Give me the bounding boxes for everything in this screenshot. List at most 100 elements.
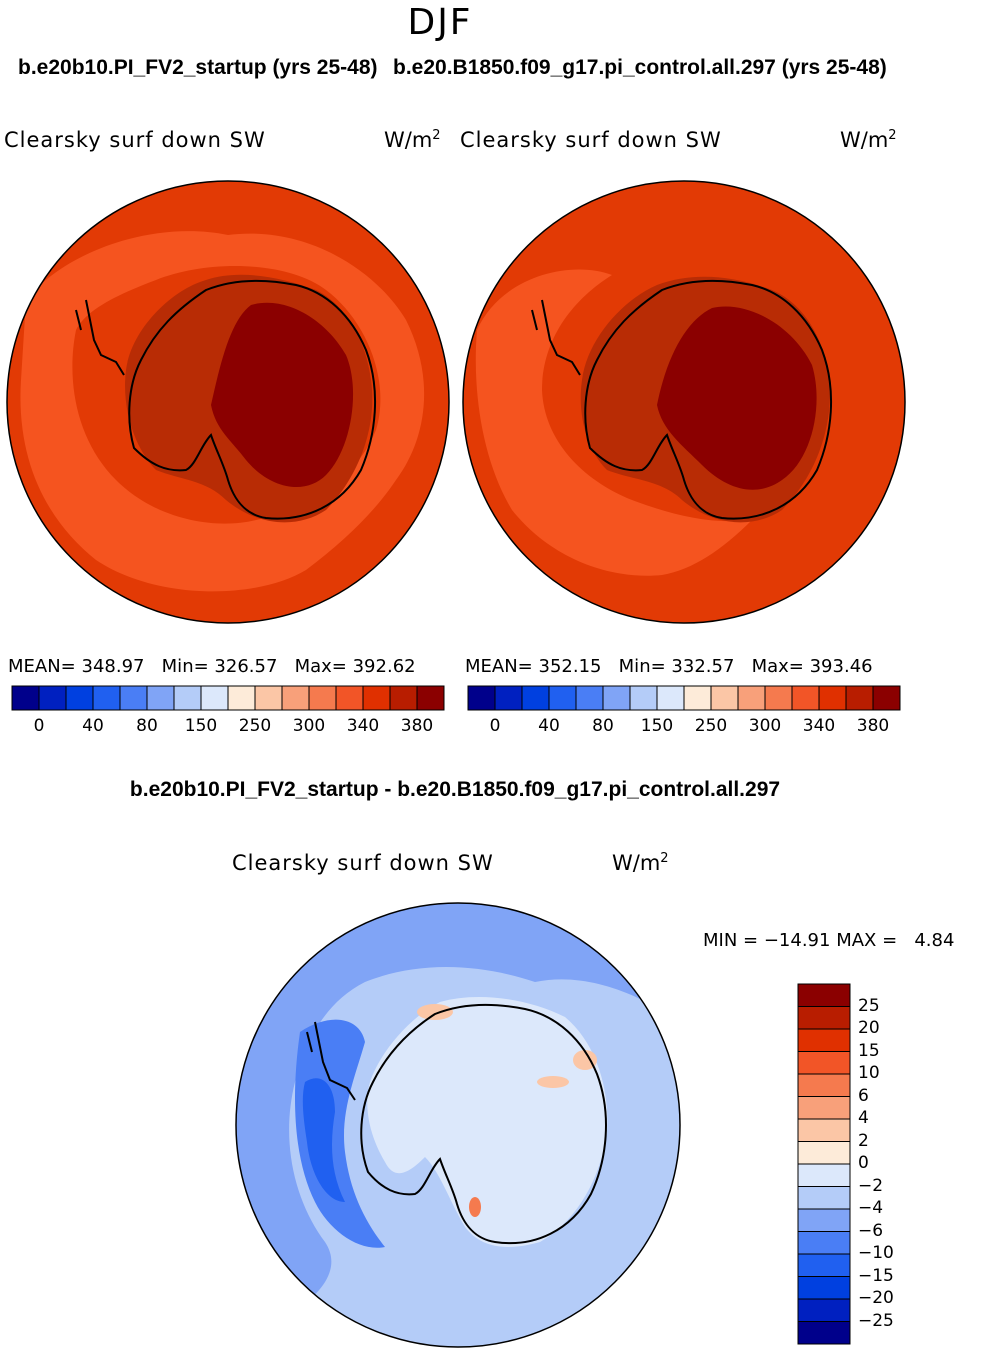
colorbar-left-tick-label: 40: [82, 716, 104, 736]
colorbar-right-swatch: [791, 685, 820, 711]
max-value-right: 393.46: [809, 656, 873, 677]
diff-variable-label: Clearsky surf down SW: [232, 851, 494, 875]
colorbar-right-tick-label: 300: [748, 716, 782, 736]
colorbar-diff-swatch: [797, 1006, 851, 1030]
colorbar-diff-tick-label: −2: [858, 1175, 884, 1196]
colorbar-right-swatch: [467, 685, 496, 711]
colorbar-right-tick-label: 250: [694, 716, 728, 736]
colorbar-diff: [797, 983, 851, 1345]
map-right-interior: [657, 306, 817, 490]
colorbar-diff-tick-label: −10: [858, 1243, 894, 1263]
colorbar-left-swatch: [11, 685, 40, 711]
colorbar-diff-swatch: [797, 1163, 851, 1187]
colorbar-diff-swatch: [797, 1276, 851, 1300]
colorbar-left-tick-label: 150: [184, 716, 218, 736]
map-right: [462, 180, 906, 624]
colorbar-diff-swatch: [797, 1186, 851, 1210]
colorbar-right-swatch: [629, 685, 658, 711]
colorbar-right-swatch: [710, 685, 739, 711]
colorbar-left: [11, 685, 445, 711]
colorbar-left-swatch: [281, 685, 310, 711]
colorbar-left-swatch: [65, 685, 94, 711]
colorbar-left-tick-label: 80: [136, 716, 158, 736]
diff-minmax: MIN = −14.91 MAX = 4.84: [703, 930, 955, 951]
colorbar-diff-tick-label: −20: [858, 1288, 894, 1308]
colorbar-diff-tick-label: −6: [858, 1220, 884, 1241]
min-value-right: 332.57: [671, 656, 735, 677]
colorbar-right-swatch: [575, 685, 604, 711]
colorbar-right-tick-label: 80: [592, 716, 614, 736]
colorbar-left-swatch: [119, 685, 148, 711]
colorbar-right-tick-label: 380: [856, 716, 890, 736]
colorbar-left-tick-label: 380: [400, 716, 434, 736]
map-right-ocean-band: [475, 269, 752, 576]
map-diff: [235, 902, 681, 1348]
colorbar-right-tick-label: 0: [489, 716, 501, 736]
colorbar-diff-swatch: [797, 1073, 851, 1097]
diff-title: b.e20b10.PI_FV2_startup - b.e20.B1850.f0…: [129, 778, 781, 801]
units-label-right: W/m2: [840, 128, 897, 152]
map-left: [6, 180, 450, 624]
colorbar-left-swatch: [254, 685, 283, 711]
stats-left: MEAN= 348.97 Min= 326.57 Max= 392.62: [8, 656, 416, 677]
map-left-interior: [211, 302, 354, 487]
colorbar-left-tick-label: 0: [33, 716, 45, 736]
colorbar-left-swatch: [362, 685, 391, 711]
variable-label-left: Clearsky surf down SW: [4, 128, 266, 152]
colorbar-diff-tick-label: −15: [858, 1265, 894, 1286]
map-diff-light-interior: [367, 997, 608, 1247]
colorbar-diff-tick-label: 0: [858, 1153, 869, 1173]
colorbar-diff-swatch: [797, 1118, 851, 1142]
colorbar-diff-tick-label: −4: [858, 1198, 884, 1218]
max-value-left: 392.62: [352, 656, 416, 677]
diff-units-label: W/m2: [612, 851, 669, 875]
map-diff-hot-patch: [469, 1197, 481, 1217]
colorbar-left-swatch: [173, 685, 202, 711]
map-diff-warm-patch-3: [537, 1076, 569, 1088]
map-left-coastline: [75, 279, 377, 520]
colorbar-left-swatch: [227, 685, 256, 711]
colorbar-left-swatch: [38, 685, 67, 711]
colorbar-right-swatch: [602, 685, 631, 711]
colorbar-diff-tick-label: 25: [858, 995, 880, 1016]
variable-label-right: Clearsky surf down SW: [460, 128, 722, 152]
map-diff-warm-patch-1: [417, 1004, 453, 1020]
colorbar-diff-tick-label: 15: [858, 1040, 880, 1061]
colorbar-left-swatch: [335, 685, 364, 711]
colorbar-right-swatch: [494, 685, 523, 711]
colorbar-right-swatch: [683, 685, 712, 711]
colorbar-left-swatch: [146, 685, 175, 711]
colorbar-right: [467, 685, 901, 711]
colorbar-diff-swatch: [797, 1096, 851, 1120]
colorbar-diff-swatch: [797, 1141, 851, 1165]
map-right-coastline: [531, 279, 833, 520]
min-value-left: 326.57: [214, 656, 278, 677]
colorbar-left-swatch: [200, 685, 229, 711]
diff-max-value: 4.84: [914, 930, 955, 951]
colorbar-right-tick-label: 340: [802, 716, 836, 736]
season-title: DJF: [407, 2, 473, 43]
colorbar-diff-swatch: [797, 1028, 851, 1052]
stats-right: MEAN= 352.15 Min= 332.57 Max= 393.46: [465, 656, 873, 677]
colorbar-right-swatch: [764, 685, 793, 711]
colorbar-right-tick-label: 40: [538, 716, 560, 736]
colorbar-diff-swatch: [797, 1253, 851, 1277]
map-diff-darkblue: [295, 1019, 385, 1248]
colorbar-diff-tick-label: 10: [858, 1063, 880, 1083]
colorbar-diff-swatch: [797, 1321, 851, 1345]
colorbar-left-swatch: [308, 685, 337, 711]
colorbar-right-swatch: [872, 685, 901, 711]
colorbar-left-swatch: [92, 685, 121, 711]
colorbar-right-swatch: [818, 685, 847, 711]
colorbar-right-swatch: [737, 685, 766, 711]
colorbar-left-tick-label: 300: [292, 716, 326, 736]
colorbar-diff-swatch: [797, 1208, 851, 1232]
colorbar-right-swatch: [656, 685, 685, 711]
map-diff-coastline: [306, 1003, 607, 1245]
colorbar-diff-tick-label: 2: [858, 1130, 869, 1151]
colorbar-diff-swatch: [797, 1051, 851, 1075]
diff-min-value: −14.91: [763, 930, 831, 951]
colorbar-diff-tick-label: 6: [858, 1085, 869, 1106]
case-title-right: b.e20.B1850.f09_g17.pi_control.all.297 (…: [393, 56, 887, 79]
colorbar-diff-tick-label: −25: [858, 1310, 894, 1331]
